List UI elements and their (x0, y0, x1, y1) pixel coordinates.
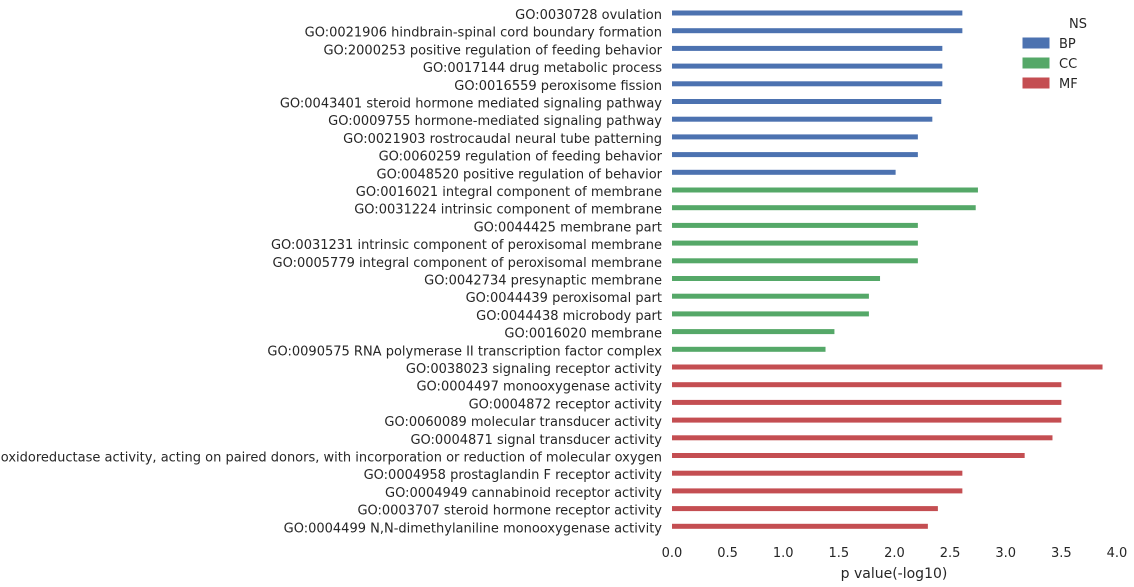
x-tick-label: 2.0 (884, 546, 905, 561)
category-label: GO:0005779 integral component of peroxis… (273, 256, 662, 271)
category-label: GO:0090575 RNA polymerase II transcripti… (267, 344, 662, 359)
legend: NS BP CC MF (1021, 17, 1087, 92)
x-tick-label: 3.0 (995, 546, 1016, 561)
category-label: GO:0009755 hormone-mediated signaling pa… (328, 114, 662, 129)
category-label: GO:0004958 prostaglandin F receptor acti… (364, 468, 663, 483)
category-label: GO:0048520 positive regulation of behavi… (377, 167, 663, 182)
category-label: GO:0003707 steroid hormone receptor acti… (357, 504, 662, 519)
category-label: GO:0016020 membrane (504, 327, 662, 342)
category-label: GO:0016559 peroxisome fission (454, 79, 662, 94)
category-label: GO:0004499 N,N-dimethylaniline monooxyge… (284, 521, 663, 536)
category-label: GO:0021906 hindbrain-spinal cord boundar… (305, 26, 662, 41)
legend-title: NS (1069, 17, 1087, 32)
bar-mf (672, 364, 1103, 370)
legend-swatch-bp (1021, 36, 1051, 50)
x-tick-label: 4.0 (1107, 546, 1128, 561)
category-label: GO:0044438 microbody part (476, 309, 662, 324)
x-tick-label: 2.5 (940, 546, 961, 561)
bar-bp (672, 63, 943, 69)
bar-bp (672, 116, 933, 122)
category-label: GO:0004872 receptor activity (469, 397, 663, 412)
legend-swatch-cc (1021, 56, 1051, 70)
bar-cc (672, 258, 918, 264)
bar-bp (672, 45, 943, 51)
bar-bp (672, 28, 963, 34)
category-label: GO:0016705 oxidoreductase activity, acti… (0, 451, 662, 466)
bar-cc (672, 276, 881, 281)
category-label: GO:0004949 cannabinoid receptor activity (385, 486, 662, 501)
category-label: GO:0021903 rostrocaudal neural tube patt… (343, 132, 662, 147)
legend-swatch-mf (1021, 76, 1051, 90)
x-axis-ticks: 0.0 0.5 1.0 1.5 2.0 2.5 3.0 3.5 4.0 (662, 546, 1128, 561)
category-label: GO:0031231 intrinsic component of peroxi… (271, 238, 662, 253)
x-axis-title: p value(-log10) (841, 566, 948, 582)
bar-bp (672, 99, 942, 104)
category-label: GO:0016021 integral component of membran… (356, 185, 662, 200)
bar-cc (672, 240, 918, 246)
legend-items: BP CC MF (1021, 36, 1078, 92)
category-label: GO:0044439 peroxisomal part (466, 291, 662, 306)
bar-mf (672, 453, 1025, 458)
category-label: GO:0030728 ovulation (515, 8, 662, 23)
bar-cc (672, 329, 835, 335)
category-label: GO:0017144 drug metabolic process (423, 61, 662, 76)
bar-cc (672, 187, 978, 193)
x-tick-label: 3.5 (1051, 546, 1072, 561)
category-label: GO:0004871 signal transducer activity (410, 433, 662, 448)
legend-label-bp: BP (1059, 37, 1076, 52)
bar-mf (672, 417, 1062, 423)
category-label: GO:0004497 monooxygenase activity (416, 380, 662, 395)
bar-bp (672, 169, 896, 175)
bar-mf (672, 399, 1062, 405)
x-tick-label: 1.0 (773, 546, 794, 561)
bar-cc (672, 346, 826, 352)
x-tick-label: 0.0 (662, 546, 683, 561)
bar-cc (672, 311, 869, 317)
category-label: GO:0060259 regulation of feeding behavio… (379, 150, 663, 165)
category-label: GO:2000253 positive regulation of feedin… (323, 43, 662, 58)
bar-group (672, 10, 1103, 529)
bar-mf (672, 435, 1053, 441)
category-labels: GO:0030728 ovulation GO:0021906 hindbrain… (0, 8, 663, 536)
x-tick-label: 0.5 (717, 546, 738, 561)
bar-bp (672, 81, 943, 87)
bar-mf (672, 382, 1062, 388)
category-label: GO:0038023 signaling receptor activity (406, 362, 662, 377)
bar-bp (672, 152, 918, 158)
category-label: GO:0044425 membrane part (474, 220, 662, 235)
bar-cc (672, 205, 976, 211)
bar-mf (672, 470, 963, 476)
x-tick-label: 1.5 (829, 546, 850, 561)
bar-cc (672, 222, 918, 228)
bar-mf (672, 488, 963, 494)
category-label: GO:0042734 presynaptic membrane (424, 274, 662, 289)
bar-mf (672, 506, 938, 512)
legend-label-cc: CC (1059, 57, 1077, 72)
bar-cc (672, 293, 869, 299)
bar-mf (672, 523, 928, 529)
category-label: GO:0043401 steroid hormone mediated sign… (280, 97, 662, 112)
bar-bp (672, 134, 918, 140)
bar-bp (672, 10, 963, 16)
category-label: GO:0031224 intrinsic component of membra… (354, 203, 662, 218)
category-label: GO:0060089 molecular transducer activity (384, 415, 662, 430)
legend-label-mf: MF (1059, 77, 1078, 92)
